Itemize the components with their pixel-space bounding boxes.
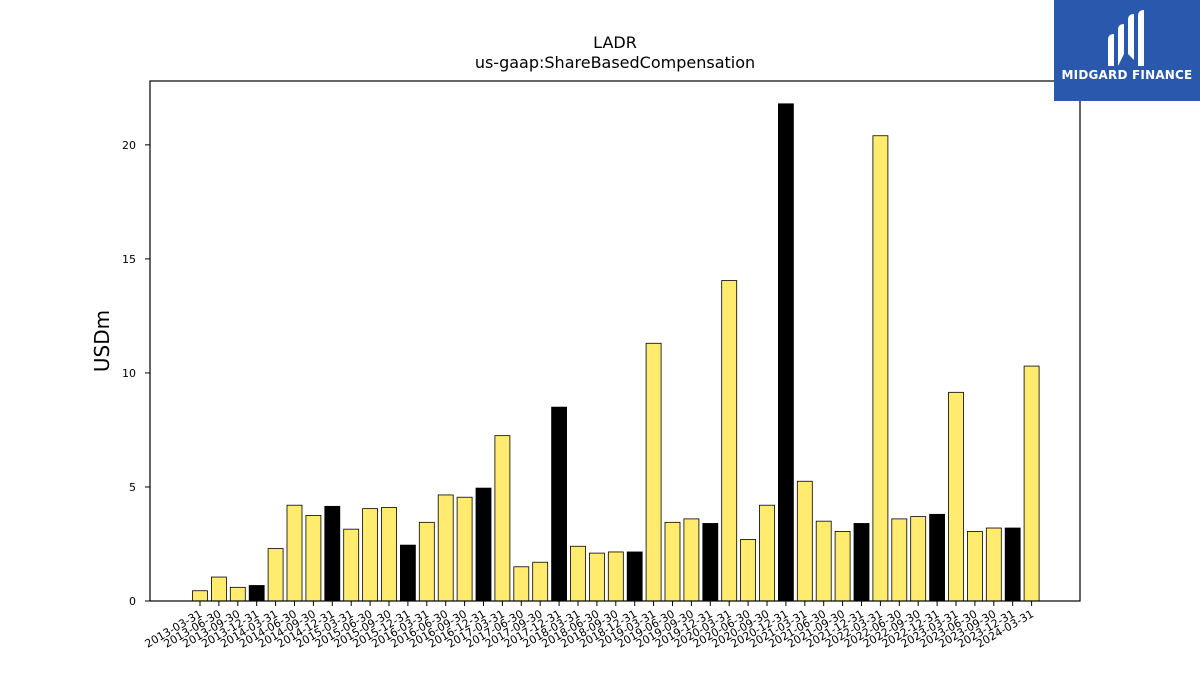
bar-2016-06-30: [437, 494, 454, 602]
bar-2014-12-31: [324, 505, 341, 602]
chart-title: LADR: [593, 33, 637, 52]
x-axis: 2013-03-312013-06-302013-09-302013-12-31…: [143, 601, 1036, 651]
bar-2021-03-31: [796, 480, 813, 602]
bar-2024-03-31: [1023, 365, 1040, 602]
bar-2015-12-31: [399, 544, 416, 602]
bar-2021-06-30: [815, 520, 832, 602]
y-tick-label: 10: [122, 367, 136, 380]
bar-2015-06-30: [362, 508, 379, 602]
bar-2017-06-30: [513, 566, 530, 602]
bar-2013-03-31: [192, 590, 208, 602]
bar-2018-03-31: [570, 545, 586, 602]
bar-2020-06-30: [740, 539, 756, 602]
bar-2018-09-30: [607, 551, 624, 602]
bar-2022-09-30: [910, 516, 927, 602]
bar-2019-12-31: [702, 523, 719, 602]
bar-2019-06-30: [664, 521, 681, 602]
logo-mark-icon: [1108, 10, 1144, 66]
bar-2022-03-31: [872, 135, 889, 602]
bars-group: [192, 103, 1040, 602]
bar-2021-09-30: [834, 531, 851, 602]
bar-2016-09-30: [456, 496, 473, 602]
bar-2017-12-31: [551, 406, 567, 602]
bar-2013-06-30: [210, 576, 227, 602]
bar-2015-03-31: [343, 528, 360, 602]
bar-2017-03-31: [494, 435, 511, 602]
bar-2023-09-30: [985, 527, 1002, 602]
plot-frame: [149, 80, 1081, 602]
y-tick-label: 20: [122, 139, 136, 152]
y-tick-label: 5: [129, 481, 136, 494]
bar-2016-03-31: [418, 521, 435, 602]
bar-2018-06-30: [589, 552, 605, 602]
bar-2020-09-30: [759, 504, 775, 602]
bar-2018-12-31: [626, 551, 643, 602]
bar-2023-12-31: [1004, 527, 1021, 602]
bar-2022-12-31: [929, 513, 945, 602]
bar-2022-06-30: [891, 518, 908, 602]
bar-2019-09-30: [683, 518, 700, 602]
bar-2020-03-31: [721, 280, 738, 602]
y-tick-label: 15: [122, 253, 136, 266]
bar-2023-06-30: [967, 531, 983, 602]
y-axis-label: USDm: [90, 310, 114, 372]
bar-2013-12-31: [248, 585, 265, 602]
bar-2023-03-31: [948, 391, 964, 602]
bar-2013-09-30: [229, 586, 246, 602]
bar-2021-12-31: [853, 523, 870, 602]
bar-2014-06-30: [286, 504, 303, 602]
bar-2015-09-30: [381, 507, 397, 602]
midgard-finance-logo: MIDGARD FINANCE: [1054, 0, 1200, 101]
bar-2014-03-31: [267, 548, 284, 602]
logo-text: MIDGARD FINANCE: [1061, 68, 1193, 82]
y-axis: 0 5 10 15 20: [122, 139, 150, 608]
bar-2019-03-31: [645, 342, 662, 602]
bar-2014-09-30: [305, 515, 322, 602]
bar-2016-12-31: [475, 487, 492, 602]
bar-2020-12-31: [778, 103, 794, 602]
bar-2017-09-30: [532, 561, 549, 602]
y-tick-label: 0: [129, 595, 136, 608]
chart-subtitle: us-gaap:ShareBasedCompensation: [475, 53, 755, 72]
